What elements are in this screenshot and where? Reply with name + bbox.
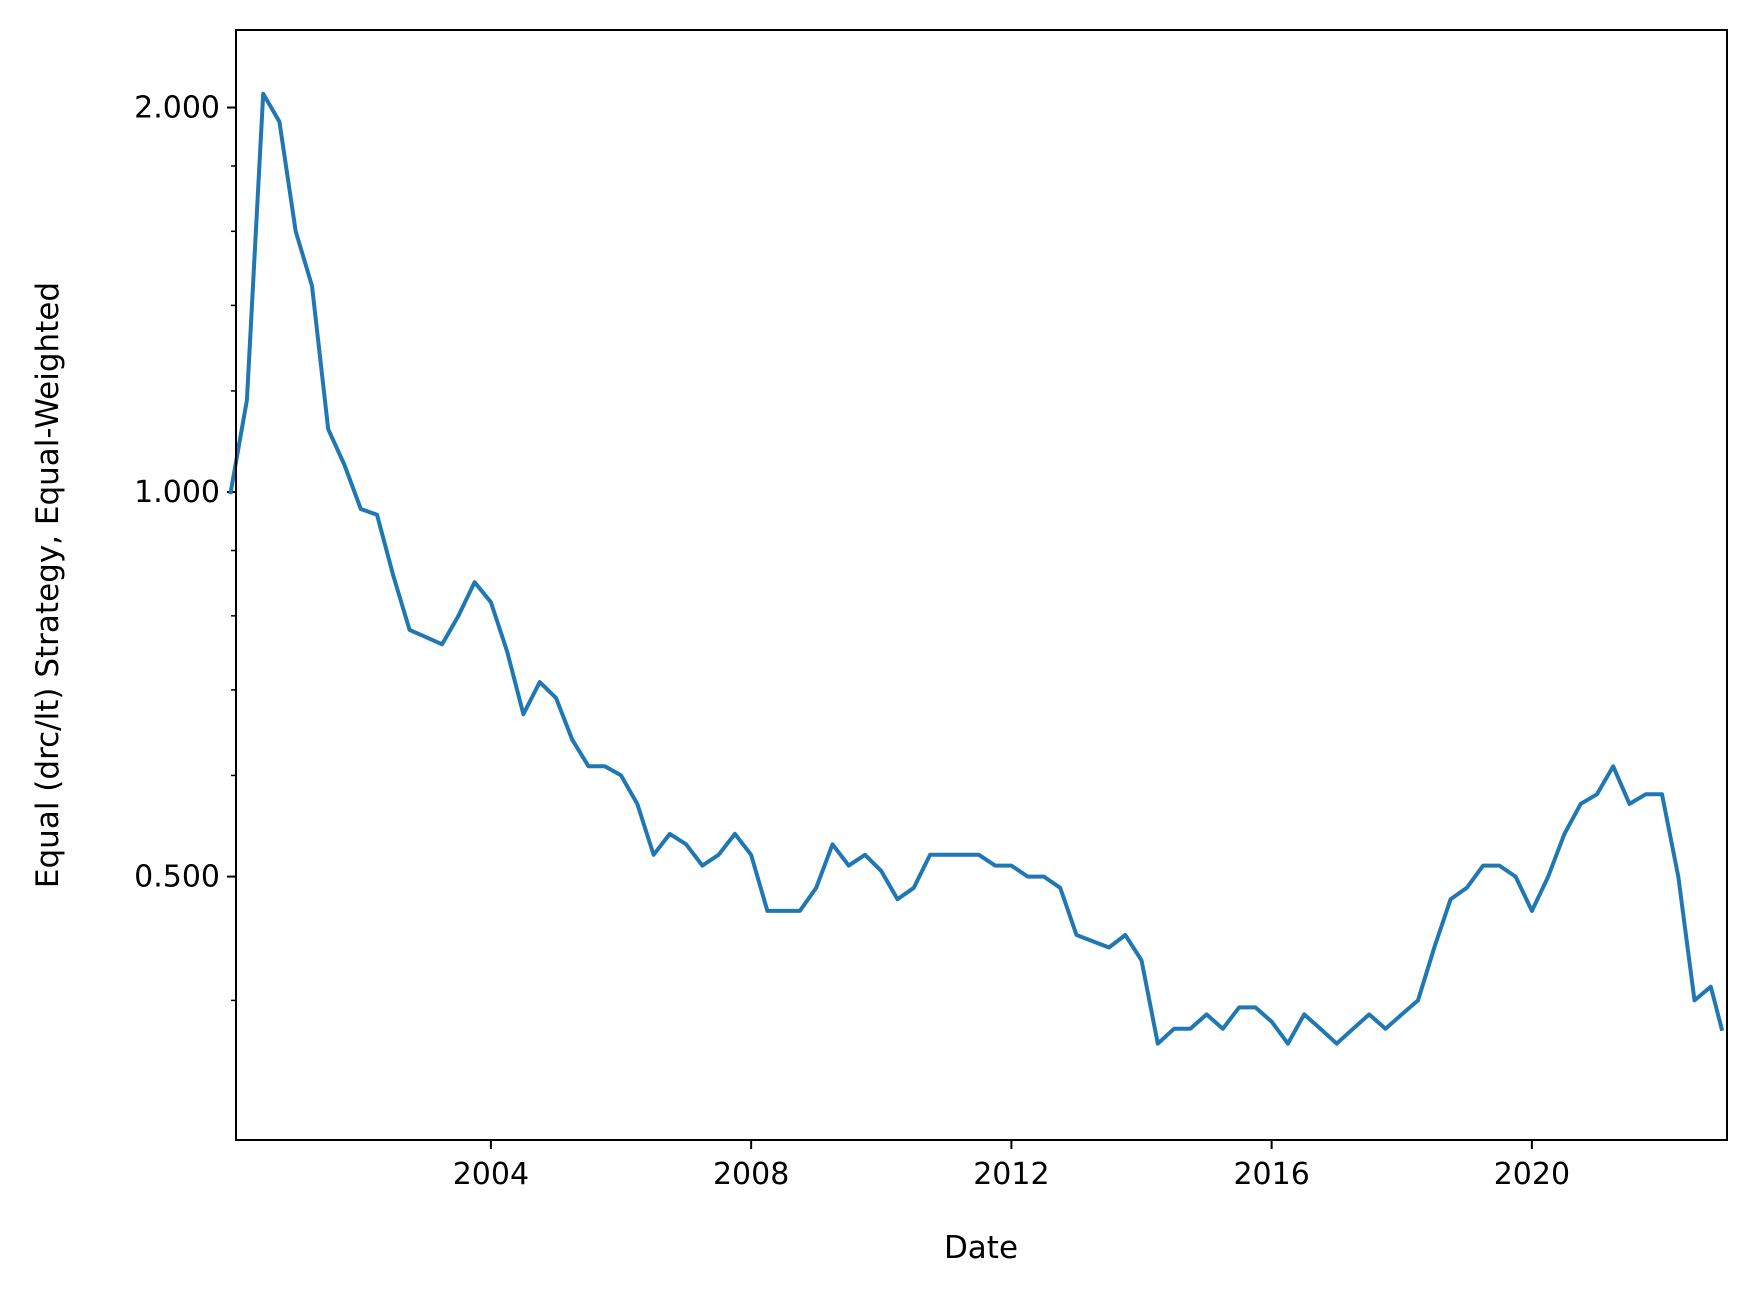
y-tick-label: 1.000 [134,475,220,510]
y-tick-label: 0.500 [134,860,220,895]
x-tick-label: 2008 [713,1157,789,1192]
y-axis-label: Equal (drc/lt) Strategy, Equal-Weighted [30,282,66,888]
x-tick-label: 2020 [1494,1157,1570,1192]
series-line [228,91,1725,1046]
y-tick-label: 2.000 [134,91,220,126]
axis-ticks: 2004 2008 2012 2016 2020 0.500 1.000 2.000 [134,91,1570,1192]
x-tick-label: 2004 [453,1157,529,1192]
x-tick-label: 2016 [1233,1157,1309,1192]
x-axis-label: Date [944,1230,1018,1266]
plot-frame [235,29,1728,1141]
x-tick-label: 2012 [973,1157,1049,1192]
